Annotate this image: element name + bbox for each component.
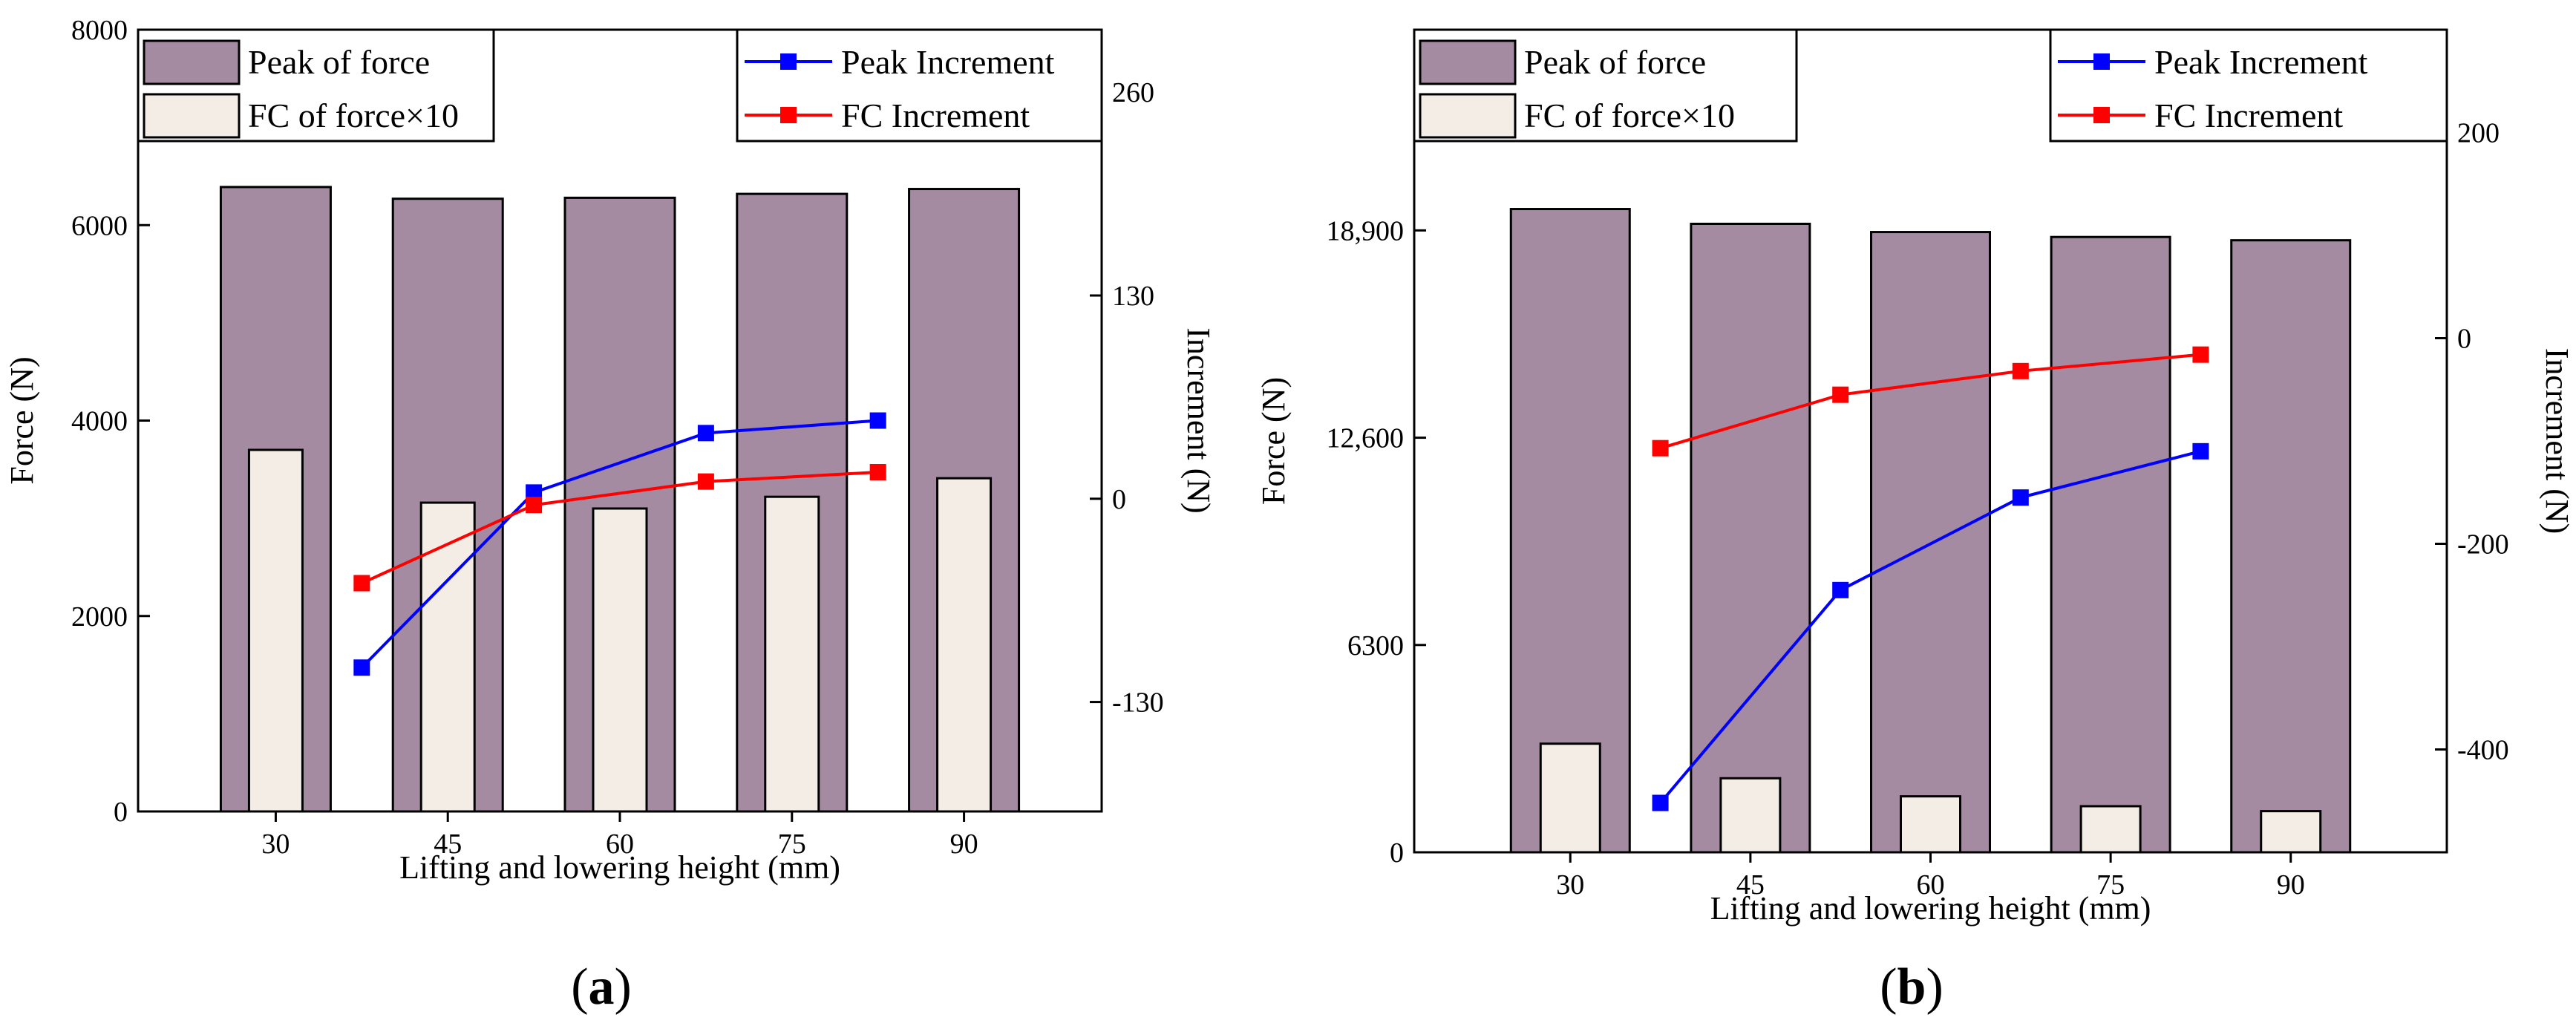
left-axis-tick-label: 18,900 <box>1327 215 1405 246</box>
x-axis-tick-label: 45 <box>434 829 462 860</box>
fc-force-bar <box>936 477 993 813</box>
fc-increment-marker <box>353 575 370 592</box>
fc-force-legend-swatch <box>1419 93 1517 139</box>
right-axis-tick-label: -200 <box>2457 529 2509 561</box>
peak-increment-marker <box>2192 442 2209 460</box>
right-axis-tick-label: -400 <box>2457 735 2509 766</box>
peak-force-bar <box>563 196 676 813</box>
bar-legend-label: Peak of force <box>1524 43 1706 81</box>
fc-force-legend-swatch <box>143 93 241 139</box>
x-axis-title: Lifting and lowering height (mm) <box>399 849 840 886</box>
fc-increment-legend-marker <box>2093 107 2110 123</box>
panel-label-open: ( <box>571 958 588 1016</box>
fc-increment-line <box>361 471 878 585</box>
peak-increment-marker <box>2012 489 2029 506</box>
panel-label-close: ) <box>1926 958 1943 1016</box>
fc-force-bar <box>2260 810 2322 854</box>
left-axis-tick-label: 2000 <box>71 601 128 633</box>
x-axis-tick-label: 90 <box>950 829 978 860</box>
peak-increment-marker <box>869 412 886 429</box>
fc-increment-marker <box>697 473 714 490</box>
fc-increment-line <box>1660 353 2201 450</box>
fc-increment-marker <box>869 463 886 480</box>
fc-force-bar <box>247 448 304 813</box>
panel-label-letter: a <box>589 958 615 1016</box>
peak-increment-marker <box>353 659 370 676</box>
x-axis-tick-label: 30 <box>1556 869 1584 901</box>
x-axis-tick-label: 90 <box>2277 869 2305 901</box>
peak-increment-legend-marker <box>780 53 797 70</box>
fc-increment-marker <box>2012 362 2029 379</box>
x-axis-tick-label: 75 <box>778 829 806 860</box>
right-axis-title: Increment (N) <box>1180 327 1217 513</box>
peak-force-legend-swatch <box>143 39 241 85</box>
left-axis-tick-label: 0 <box>114 797 128 828</box>
right-axis-title: Increment (N) <box>2539 348 2575 534</box>
panel-label: (a) <box>571 958 632 1016</box>
fc-force-bar <box>1719 777 1782 854</box>
x-axis-tick-label: 75 <box>2096 869 2125 901</box>
x-axis-tick-label: 45 <box>1736 869 1765 901</box>
left-axis-tick-label: 6000 <box>71 210 128 241</box>
peak-increment-marker <box>1832 581 1849 598</box>
fc-increment-marker <box>1652 440 1669 457</box>
x-axis-tick-label: 60 <box>606 829 634 860</box>
fc-increment-marker <box>526 497 543 514</box>
fc-force-bar <box>419 501 476 813</box>
line-legend-label: Peak Increment <box>2154 43 2368 81</box>
peak-force-bar <box>1690 222 1811 854</box>
peak-force-bar <box>2230 239 2352 854</box>
left-axis-tick-label: 4000 <box>71 406 128 437</box>
peak-increment-line <box>1659 449 2201 804</box>
left-axis-tick-label: 0 <box>1390 837 1404 869</box>
line-legend-label: FC Increment <box>2154 97 2343 134</box>
fc-force-bar <box>592 507 648 813</box>
peak-increment-marker <box>1652 794 1669 811</box>
right-axis-tick-label: 130 <box>1112 281 1154 312</box>
right-axis-tick-label: 0 <box>2457 324 2471 355</box>
left-axis-tick-label: 6300 <box>1347 630 1404 661</box>
fc-force-bar <box>2079 805 2142 854</box>
line-legend-label: FC Increment <box>841 97 1030 134</box>
right-axis-tick-label: 200 <box>2457 118 2500 149</box>
right-axis-tick-label: 260 <box>1112 77 1154 108</box>
bar-legend-label: Peak of force <box>248 43 430 81</box>
line-legend-box <box>736 28 1103 143</box>
peak-force-legend-swatch <box>1419 39 1517 85</box>
x-axis-tick-label: 30 <box>261 829 290 860</box>
line-legend-box <box>2049 28 2448 143</box>
panel-label-open: ( <box>1880 958 1897 1016</box>
x-axis-tick-label: 60 <box>1917 869 1945 901</box>
fc-increment-marker <box>1832 386 1849 403</box>
chart-panel-a: 0 2000 4000 6000 8000 -130 0 130 260 30 45 60 75 90 Li… <box>4 15 1217 1016</box>
panel-label-letter: b <box>1897 958 1926 1016</box>
fc-force-bar <box>1900 795 1961 854</box>
line-legend-label: Peak Increment <box>841 43 1055 81</box>
peak-increment-marker <box>697 425 714 442</box>
fc-increment-legend-marker <box>780 107 797 123</box>
fc-force-bar <box>764 495 820 813</box>
left-axis-tick-label: 12,600 <box>1327 423 1405 454</box>
left-axis-tick-label: 8000 <box>71 15 128 46</box>
panel-label: (b) <box>1880 958 1944 1016</box>
peak-force-bar <box>2050 235 2171 854</box>
left-axis-title: Force (N) <box>1255 377 1292 505</box>
fc-increment-marker <box>2192 346 2209 363</box>
bar-legend-label: FC of force×10 <box>248 97 459 134</box>
panel-label-close: ) <box>615 958 632 1016</box>
fc-force-bar <box>1539 742 1601 854</box>
peak-increment-marker <box>526 484 543 501</box>
peak-increment-line <box>360 419 878 669</box>
chart-panel-b: 0 6300 12,600 18,900 -400 -200 0 200 30 45 60 75 90 L… <box>1255 28 2575 1016</box>
peak-increment-legend-marker <box>2093 53 2110 70</box>
right-axis-tick-label: -130 <box>1112 687 1164 719</box>
bar-legend-label: FC of force×10 <box>1524 97 1735 134</box>
right-axis-tick-label: 0 <box>1112 484 1126 515</box>
x-axis-title: Lifting and lowering height (mm) <box>1710 890 2151 927</box>
left-axis-title: Force (N) <box>4 356 40 484</box>
